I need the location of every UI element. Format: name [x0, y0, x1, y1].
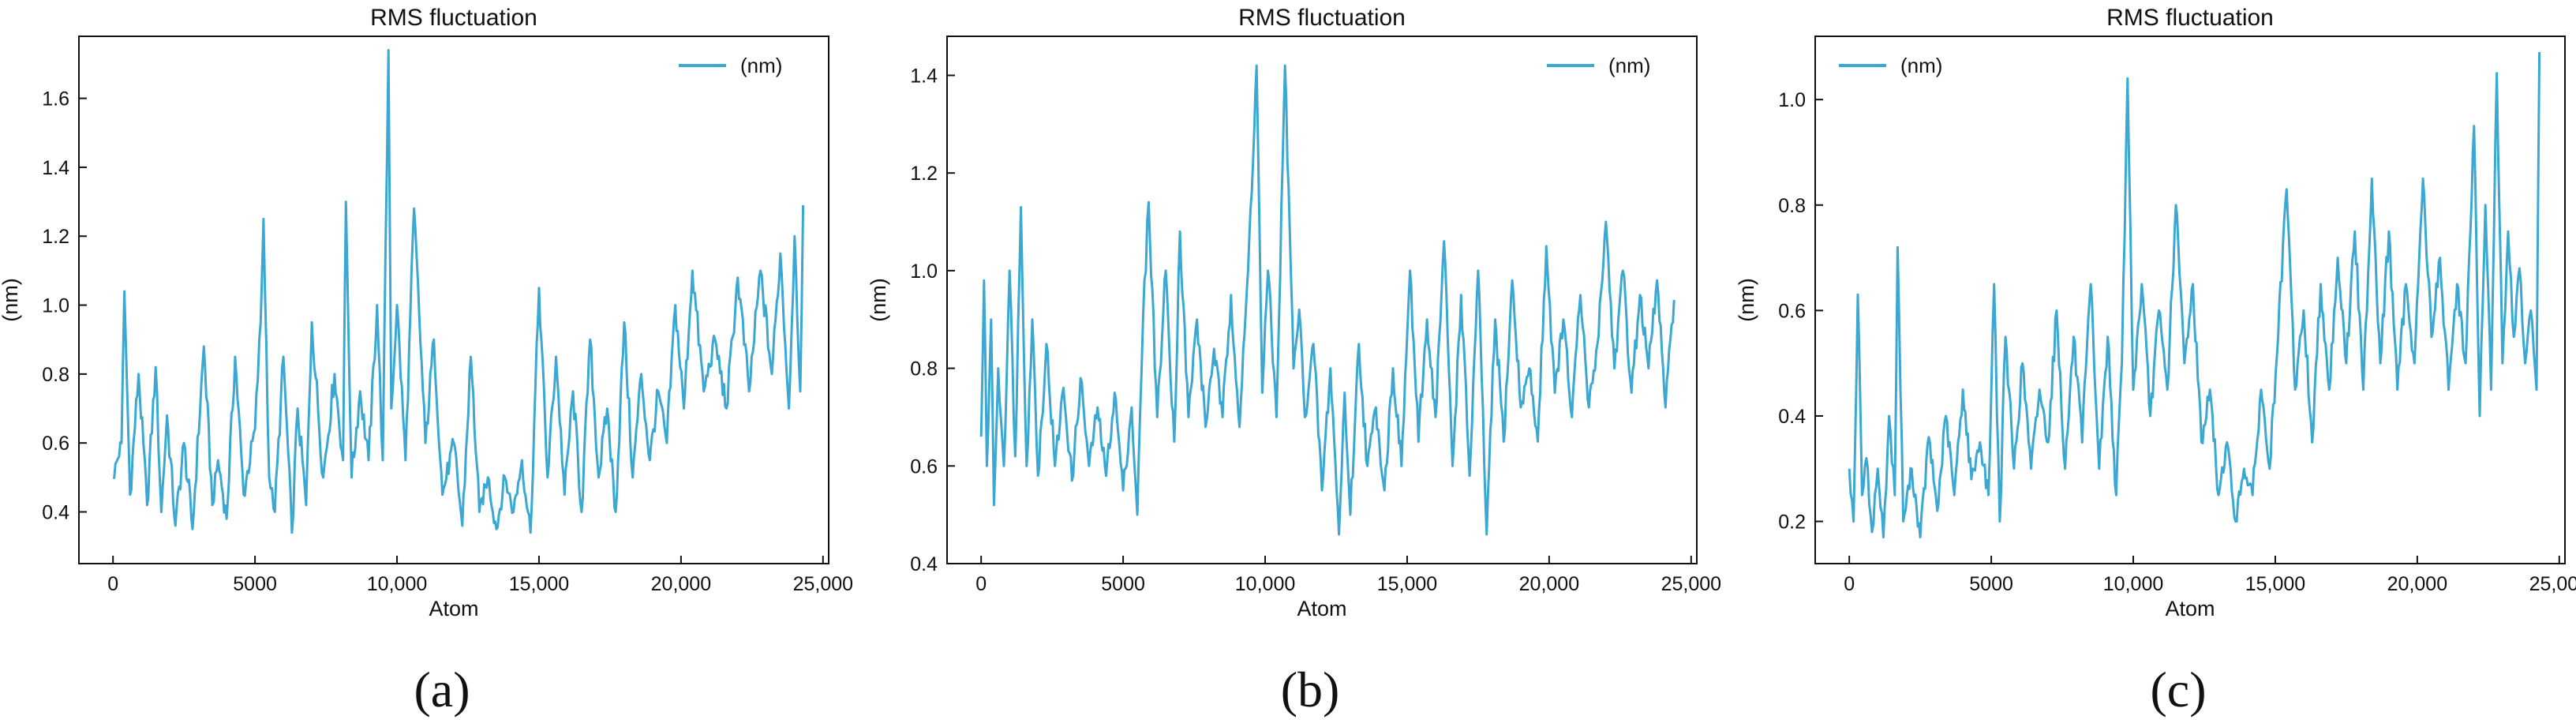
- chart-title: RMS fluctuation: [370, 5, 537, 31]
- y-tick-label: 0.8: [910, 358, 938, 380]
- y-tick-label: 0.6: [910, 455, 938, 478]
- x-axis-label: Atom: [429, 597, 478, 620]
- x-axis-label: Atom: [1297, 597, 1346, 620]
- y-tick-label: 1.0: [1778, 89, 1806, 111]
- x-tick-label: 20,000: [1519, 573, 1579, 595]
- x-tick-label: 5000: [233, 573, 277, 595]
- chart-panel-3: RMS fluctuation 0 5000 10,000 15,000 20,000 25…: [1735, 5, 2576, 718]
- series-line: [1848, 51, 2541, 539]
- x-tick-label: 10,000: [2103, 573, 2163, 595]
- x-tick-label: 15,000: [1377, 573, 1437, 595]
- y-tick-label: 1.6: [42, 88, 69, 111]
- x-axis-label: Atom: [2165, 597, 2215, 620]
- x-tick-label: 25,000: [2529, 573, 2576, 595]
- y-tick-label: 1.2: [910, 163, 938, 185]
- y-tick-label: 1.0: [910, 260, 938, 283]
- legend-label: (nm): [740, 54, 782, 77]
- y-tick-label: 0.8: [42, 364, 69, 386]
- y-tick-label: 0.6: [1778, 300, 1806, 322]
- y-tick-label: 0.6: [42, 433, 69, 455]
- y-axis-label: (nm): [867, 278, 890, 322]
- x-tick-label: 20,000: [2387, 573, 2447, 595]
- y-tick-label: 0.8: [1778, 195, 1806, 217]
- y-tick-label: 1.4: [42, 157, 69, 179]
- chart-title: RMS fluctuation: [2106, 5, 2274, 31]
- panel-caption: (b): [1281, 661, 1340, 718]
- chart-panel-2: RMS fluctuation 0 5000 10,000 15,000 20,000 25…: [867, 5, 1721, 718]
- x-tick-label: 5000: [1969, 573, 2013, 595]
- x-tick-label: 0: [1844, 573, 1855, 595]
- x-tick-label: 10,000: [367, 573, 427, 595]
- series-line: [112, 49, 805, 534]
- plot-frame: [946, 36, 1698, 564]
- x-tick-label: 15,000: [509, 573, 569, 595]
- x-tick-label: 25,000: [1661, 573, 1721, 595]
- plot-frame: [1814, 36, 2566, 564]
- x-tick-label: 5000: [1101, 573, 1145, 595]
- y-tick-label: 0.2: [1778, 512, 1806, 534]
- plot-frame: [78, 36, 829, 564]
- y-axis-label: (nm): [0, 278, 22, 322]
- x-tick-label: 0: [975, 573, 987, 595]
- x-tick-label: 25,000: [793, 573, 853, 595]
- panel-caption: (a): [414, 661, 470, 718]
- x-tick-label: 10,000: [1235, 573, 1295, 595]
- y-tick-label: 0.4: [910, 553, 938, 575]
- y-tick-label: 0.4: [42, 502, 69, 524]
- x-tick-label: 15,000: [2245, 573, 2305, 595]
- y-tick-label: 1.4: [910, 65, 938, 87]
- y-axis-label: (nm): [1735, 278, 1758, 322]
- y-tick-label: 1.0: [42, 295, 69, 317]
- series-line: [979, 64, 1676, 536]
- chart-title: RMS fluctuation: [1238, 5, 1406, 31]
- x-tick-label: 20,000: [651, 573, 711, 595]
- legend-label: (nm): [1900, 54, 1942, 77]
- y-tick-label: 0.4: [1778, 406, 1806, 428]
- panel-caption: (c): [2150, 661, 2206, 718]
- y-tick-label: 1.2: [42, 226, 69, 248]
- chart-panel-1: RMS fluctuation 0 5000 10,000 15,000 20,000 25…: [0, 5, 853, 718]
- x-tick-label: 0: [107, 573, 118, 595]
- legend-label: (nm): [1608, 54, 1650, 77]
